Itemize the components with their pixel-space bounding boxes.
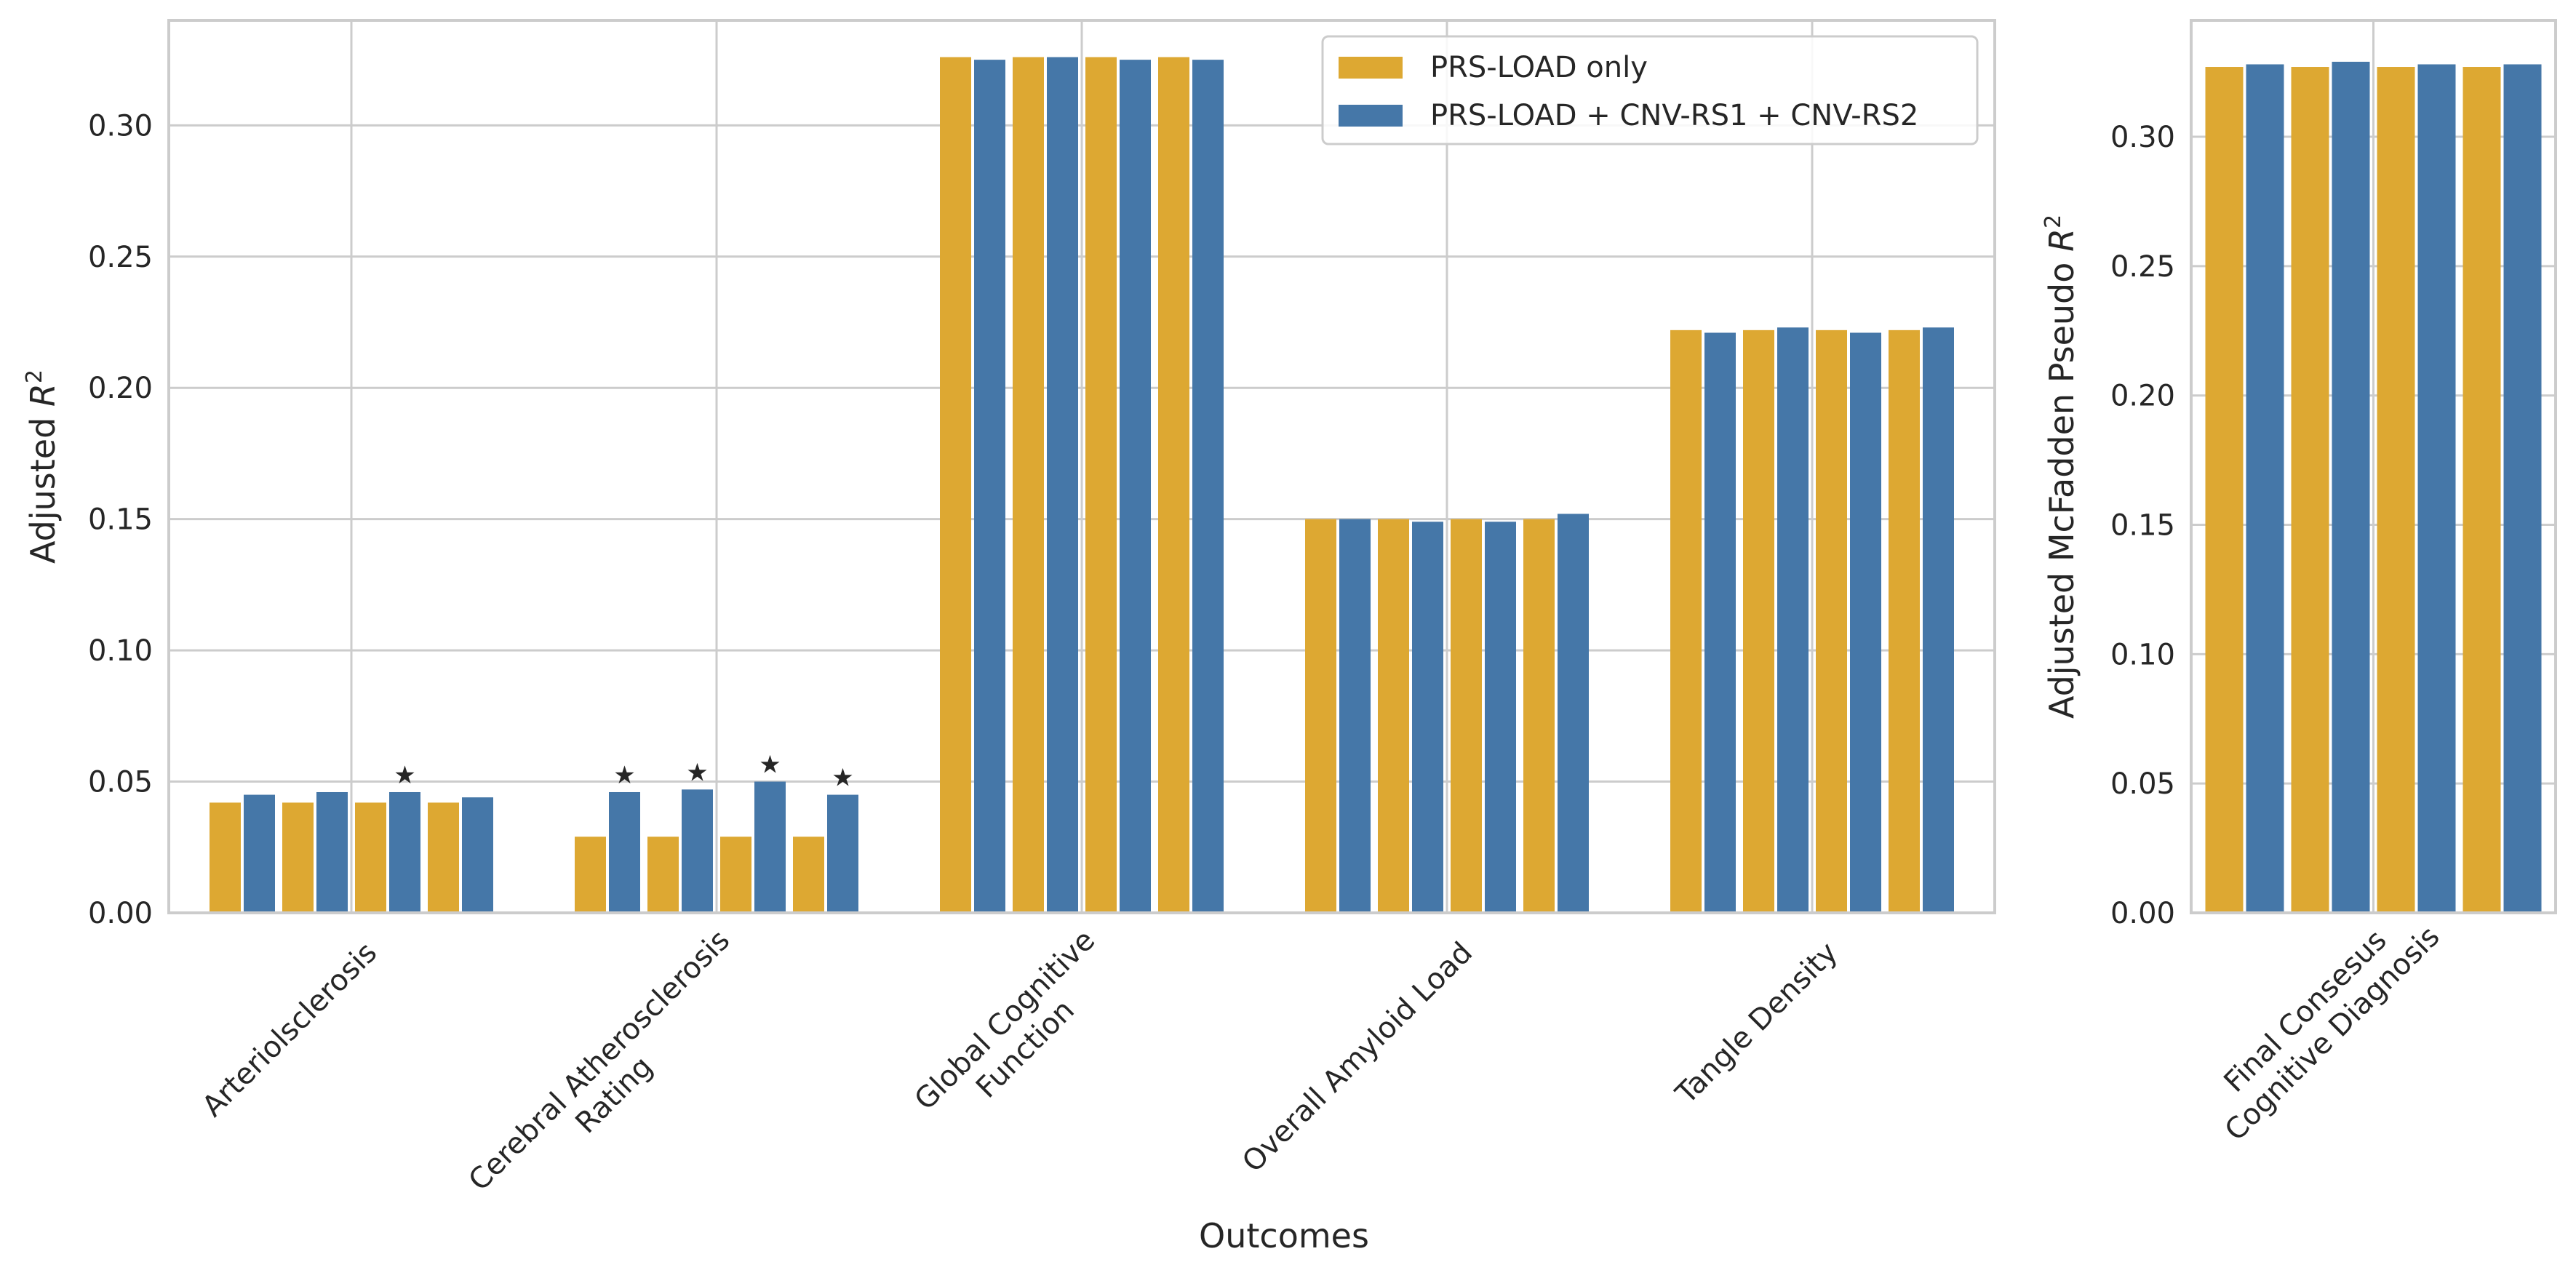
x-axis-label: Outcomes — [1199, 1216, 1369, 1255]
right-panel-bars — [2205, 61, 2542, 914]
y-tick-label: 0.05 — [88, 766, 153, 799]
legend-swatch-prs-load-cnv-rs1-cnv-rs2 — [1339, 105, 1403, 127]
bar-prs-load-cnv-rs1-cnv-rs2-0-2 — [389, 791, 420, 913]
right-panel-y-tick-labels: 0.00 0.05 0.10 0.15 0.20 0.25 0.30 — [2110, 121, 2175, 930]
bar-prs-load-only-1-3 — [793, 836, 824, 913]
bar-prs-load-cnv-rs1-cnv-rs2-4-1 — [1777, 327, 1809, 913]
bar-prs-load-only-0-3 — [2463, 67, 2501, 914]
bar-prs-load-only-4-3 — [1889, 330, 1920, 913]
bar-prs-load-only-0-3 — [428, 802, 459, 913]
bar-prs-load-cnv-rs1-cnv-rs2-0-2 — [2417, 64, 2456, 914]
y-tick-label: 0.25 — [88, 241, 153, 274]
left-y-axis-label: Adjusted R2 — [22, 370, 63, 564]
bar-prs-load-cnv-rs1-cnv-rs2-2-0 — [974, 60, 1005, 914]
bar-prs-load-cnv-rs1-cnv-rs2-1-1 — [682, 789, 713, 913]
y-tick-label: 0.00 — [2110, 897, 2175, 930]
legend-label: PRS-LOAD + CNV-RS1 + CNV-RS2 — [1430, 99, 1918, 132]
bar-prs-load-cnv-rs1-cnv-rs2-0-1 — [2332, 61, 2370, 914]
left-panel-gridlines — [169, 20, 1995, 914]
significance-star: ★ — [394, 761, 415, 790]
left-panel-bars — [210, 57, 1954, 914]
bar-prs-load-cnv-rs1-cnv-rs2-0-0 — [244, 794, 275, 913]
y-tick-label: 0.25 — [2110, 250, 2175, 284]
bar-prs-load-cnv-rs1-cnv-rs2-1-0 — [609, 791, 640, 913]
bar-prs-load-only-4-1 — [1743, 330, 1774, 913]
bar-prs-load-cnv-rs1-cnv-rs2-3-0 — [1339, 519, 1371, 913]
bar-prs-load-cnv-rs1-cnv-rs2-0-0 — [2246, 64, 2284, 914]
legend-box — [1321, 35, 1979, 145]
legend: PRS-LOAD only PRS-LOAD + CNV-RS1 + CNV-RS… — [1321, 35, 1979, 145]
y-tick-label: 0.20 — [2110, 380, 2175, 413]
bar-prs-load-only-4-0 — [1670, 330, 1702, 913]
left-panel-significance-marks: ★ ★ ★ ★ ★ — [394, 751, 853, 793]
bar-prs-load-only-3-2 — [1451, 519, 1482, 913]
bar-prs-load-only-0-0 — [2205, 67, 2244, 914]
bar-prs-load-only-0-0 — [210, 802, 241, 913]
y-tick-label: 0.30 — [88, 109, 153, 143]
bar-prs-load-only-1-2 — [720, 836, 751, 913]
significance-star: ★ — [613, 761, 635, 790]
y-tick-label: 0.10 — [2110, 638, 2175, 671]
bar-prs-load-only-2-1 — [1013, 57, 1044, 913]
bar-prs-load-cnv-rs1-cnv-rs2-2-2 — [1120, 60, 1151, 914]
y-tick-label: 0.10 — [88, 634, 153, 668]
bar-prs-load-cnv-rs1-cnv-rs2-1-3 — [827, 794, 858, 913]
bar-prs-load-only-4-2 — [1816, 330, 1847, 913]
bar-prs-load-cnv-rs1-cnv-rs2-0-1 — [316, 791, 348, 913]
bar-prs-load-only-0-1 — [2291, 67, 2329, 914]
right-y-axis-label: Adjusted McFadden Pseudo R2 — [2041, 215, 2081, 719]
significance-star: ★ — [759, 751, 781, 780]
bar-prs-load-cnv-rs1-cnv-rs2-2-3 — [1192, 60, 1224, 914]
bar-prs-load-cnv-rs1-cnv-rs2-1-2 — [754, 781, 786, 913]
bar-prs-load-only-2-0 — [940, 57, 971, 913]
bar-prs-load-cnv-rs1-cnv-rs2-4-2 — [1850, 332, 1881, 913]
y-tick-label: 0.00 — [88, 897, 153, 930]
y-tick-label: 0.05 — [2110, 767, 2175, 801]
legend-label: PRS-LOAD only — [1430, 51, 1648, 84]
y-tick-label: 0.20 — [88, 372, 153, 405]
bar-prs-load-only-3-1 — [1378, 519, 1409, 913]
bar-prs-load-cnv-rs1-cnv-rs2-3-2 — [1485, 522, 1516, 913]
bar-prs-load-cnv-rs1-cnv-rs2-3-1 — [1412, 522, 1443, 913]
bar-prs-load-cnv-rs1-cnv-rs2-3-3 — [1558, 514, 1589, 913]
significance-star: ★ — [832, 764, 853, 793]
bar-prs-load-cnv-rs1-cnv-rs2-0-3 — [462, 797, 493, 913]
bar-prs-load-only-2-2 — [1085, 57, 1117, 913]
y-tick-label: 0.15 — [88, 503, 153, 537]
bar-prs-load-cnv-rs1-cnv-rs2-4-3 — [1923, 327, 1954, 913]
bar-prs-load-only-0-2 — [355, 802, 386, 913]
left-panel-frame — [167, 19, 1996, 914]
bar-prs-load-cnv-rs1-cnv-rs2-4-0 — [1704, 332, 1736, 913]
left-panel-y-tick-labels: 0.00 0.05 0.10 0.15 0.20 0.25 0.30 — [88, 109, 153, 930]
bar-prs-load-cnv-rs1-cnv-rs2-0-3 — [2503, 64, 2542, 914]
y-tick-label: 0.15 — [2110, 509, 2175, 543]
bar-prs-load-cnv-rs1-cnv-rs2-2-1 — [1047, 57, 1078, 913]
significance-star: ★ — [686, 758, 708, 787]
y-tick-label: 0.30 — [2110, 121, 2175, 154]
legend-swatch-prs-load-only — [1339, 57, 1403, 79]
bar-prs-load-only-3-0 — [1305, 519, 1336, 913]
bar-prs-load-only-2-3 — [1158, 57, 1189, 913]
right-panel-frame — [2190, 19, 2557, 914]
bar-prs-load-only-1-0 — [575, 836, 606, 913]
bar-prs-load-only-0-2 — [2377, 67, 2415, 914]
bar-prs-load-only-0-1 — [282, 802, 314, 913]
bar-prs-load-only-1-1 — [647, 836, 679, 913]
bar-prs-load-only-3-3 — [1523, 519, 1555, 913]
